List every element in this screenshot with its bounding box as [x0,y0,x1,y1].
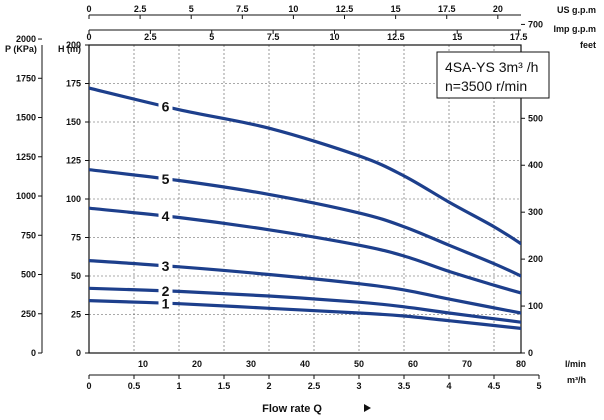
bottom-axis-m3h-tick-label: 2.5 [308,381,321,391]
curve-label-4: 4 [162,208,170,224]
left-axis-head-tick-label: 175 [66,79,81,89]
pump-curve-5 [89,168,521,278]
bottom-axis-m3h-tick-label: 4.5 [488,381,501,391]
right-axis-feet-tick-label: 400 [528,160,543,170]
left-axis-head-tick-label: 150 [66,117,81,127]
top-axis-us-tick-label: 5 [189,4,194,14]
info-box-model: 4SA-YS 3m³ /h [445,59,538,75]
curve-label-layer: 12 3 4 5 6 [158,98,173,311]
right-axis-feet-tick-label: 300 [528,207,543,217]
top-axis-imp-tick-label: 17.5 [510,32,528,42]
curve-label-bg-1 [158,295,173,311]
left-axis-pressure-tick-label: 0 [31,348,36,358]
left-axis-pressure-tick-label: 500 [21,270,36,280]
left-axis-head-tick-label: 200 [66,40,81,50]
curve-label-5: 5 [162,171,170,187]
top-axis-us-tick-label: 12.5 [336,4,354,14]
top-axis-us-unit: US g.p.m [557,5,596,15]
right-axis-feet-tick-label: 200 [528,254,543,264]
pump-curve-4 [89,206,521,295]
left-axis-pressure-tick-label: 750 [21,230,36,240]
top-axis-imp-tick-label: 5 [209,32,214,42]
top-axis-imp-tick-label: 12.5 [387,32,405,42]
curve-layer [89,86,521,330]
bottom-axis-lmin-tick-label: 80 [516,359,526,369]
left-axis-head-tick-label: 0 [76,348,81,358]
bottom-axis-lmin-unit: l/min [565,359,586,369]
bottom-axis-m3h-tick-label: 2 [266,381,271,391]
top-axis-imp-tick-label: 15 [452,32,462,42]
axes-layer: 0 2.5 5 7.5 10 12.5 15 17.5 20 US g.p.m0 2.5 5 7.5 10… [5,4,596,391]
top-axis-imp-tick-label: 0 [86,32,91,42]
bottom-axis-lmin-tick-label: 10 [138,359,148,369]
bottom-axis-m3h-tick-label: 0 [86,381,91,391]
left-axis-head-tick-label: 50 [71,271,81,281]
bottom-axis-m3h-tick-label: 3 [356,381,361,391]
pump-curve-6 [89,86,521,246]
bottom-axis-m3h-tick-label: 4 [446,381,451,391]
pump-curve-3 [89,259,521,315]
top-axis-us-tick-label: 2.5 [134,4,147,14]
left-axis-head-tick-label: 25 [71,310,81,320]
top-axis-imp-tick-label: 10 [329,32,339,42]
left-axis-head-tick-label: 75 [71,233,81,243]
curve-label-2: 2 [162,283,170,299]
top-axis-us-tick-label: 20 [493,4,503,14]
curve-label-bg-3 [158,257,173,273]
pump-curve-2 [89,286,521,324]
left-axis-head-tick-label: 125 [66,156,81,166]
bottom-axis-lmin-tick-label: 60 [408,359,418,369]
pump-curve-1 [89,299,521,330]
top-axis-us-tick-label: 15 [391,4,401,14]
bottom-axis-m3h-tick-label: 3.5 [398,381,411,391]
top-axis-us-tick-label: 17.5 [438,4,456,14]
bottom-axis-m3h-tick-label: 5 [536,381,541,391]
bottom-axis-m3h-tick-label: 1.5 [218,381,231,391]
right-axis-feet-tick-label: 0 [528,348,533,358]
curve-label-bg-6 [158,98,173,114]
bottom-axis-lmin-tick-label: 20 [192,359,202,369]
x-axis-arrow-icon [364,404,371,412]
right-axis-feet-tick-label: 700 [528,19,543,29]
right-axis-feet-tick-label: 500 [528,113,543,123]
bottom-axis-m3h-tick-label: 1 [176,381,181,391]
curve-label-bg-5 [158,170,173,186]
bottom-axis-m3h-unit: m³/h [567,375,586,385]
left-axis-pressure-tick-label: 1000 [16,191,36,201]
curve-label-bg-2 [158,282,173,298]
bottom-axis-lmin-tick-label: 70 [462,359,472,369]
bottom-axis-lmin-tick-label: 50 [354,359,364,369]
left-axis-pressure-tick-label: 1250 [16,152,36,162]
right-axis-feet-unit: feet [580,40,596,50]
top-axis-us-tick-label: 7.5 [236,4,249,14]
left-axis-pressure-tick-label: 250 [21,309,36,319]
curve-label-bg-4 [158,208,173,224]
bottom-axis-m3h-tick-label: 0.5 [128,381,141,391]
x-axis-title: Flow rate Q [262,403,322,415]
top-axis-imp-tick-label: 2.5 [144,32,157,42]
curve-label-3: 3 [162,258,170,274]
curve-label-1: 1 [162,295,170,311]
left-axis-pressure-tick-label: 2000 [16,34,36,44]
top-axis-imp-unit: Imp g.p.m [554,24,597,34]
left-axis-pressure-tick-label: 1750 [16,73,36,83]
left-axis-pressure-tick-label: 1500 [16,113,36,123]
top-axis-imp-tick-label: 7.5 [267,32,280,42]
left-axis-head-tick-label: 100 [66,194,81,204]
left-axis-head-unit: H (m) [58,44,81,54]
top-axis-us-tick-label: 10 [288,4,298,14]
info-box: 4SA-YS 3m³ /h n=3500 r/min [436,51,550,99]
bottom-axis-lmin-tick-label: 40 [300,359,310,369]
right-axis-feet-tick-label: 100 [528,301,543,311]
curve-label-6: 6 [162,98,170,114]
left-axis-pressure-unit: P (KPa) [5,44,37,54]
bottom-axis-lmin-tick-label: 30 [246,359,256,369]
top-axis-us-tick-label: 0 [86,4,91,14]
info-box-speed: n=3500 r/min [445,78,527,94]
